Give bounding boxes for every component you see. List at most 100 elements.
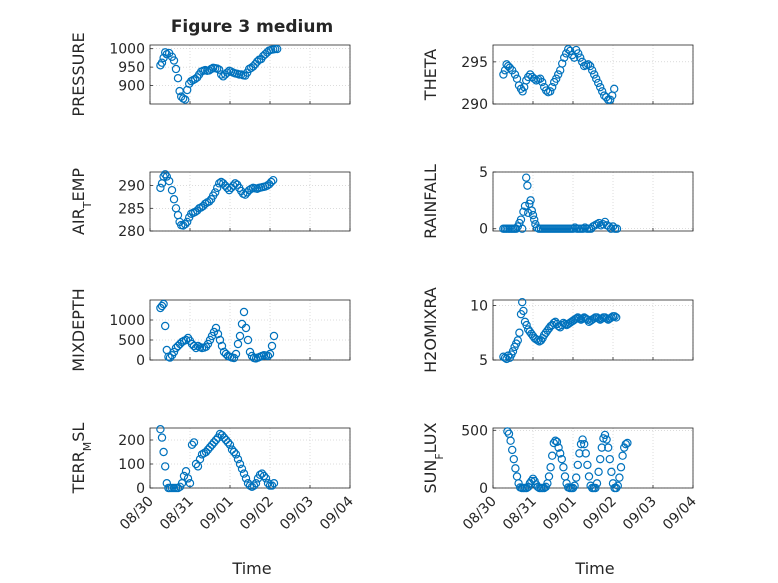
y-axis-label: MIXDEPTH (69, 288, 88, 371)
data-point (160, 170, 170, 179)
data-point (552, 74, 561, 83)
data-point (207, 331, 217, 341)
data-point (169, 347, 179, 357)
data-point (243, 335, 253, 345)
y-tick-label: 280 (118, 224, 145, 240)
x-tick-label: 08/31 (500, 494, 540, 534)
subplot-5: 5 10 H2OMIXRA (421, 287, 694, 373)
data-point (171, 64, 181, 74)
y-tick-label: 200 (118, 433, 145, 449)
right-xlabel: Time (574, 559, 614, 578)
x-tick-label: 08/31 (157, 494, 197, 534)
data-point (580, 439, 589, 449)
data-point (530, 74, 539, 83)
data-point (506, 436, 515, 445)
data-point (157, 301, 167, 311)
data-point (572, 473, 581, 482)
y-tick-label: 0 (479, 222, 488, 238)
data-point (556, 449, 565, 458)
data-point (499, 70, 508, 79)
data-point (187, 440, 197, 449)
data-point (606, 95, 615, 104)
axes-box (492, 171, 694, 232)
y-axis-label: TERRMSL (69, 423, 94, 495)
data-point (522, 173, 531, 182)
data-point (584, 472, 594, 481)
data-point (610, 84, 619, 94)
data-point (527, 206, 537, 215)
axes-box (492, 299, 694, 361)
axes-box (149, 299, 351, 361)
subplot-7: 08/30 08/31 09/01 09/02 09/03 09/04 0 500 SUNFLU… (421, 422, 700, 533)
data-point (191, 343, 201, 353)
data-point (570, 481, 579, 490)
data-point (165, 353, 175, 362)
data-point (526, 196, 535, 205)
data-point (594, 314, 603, 323)
data-point (518, 224, 527, 233)
data-point (259, 471, 269, 481)
data-point (584, 60, 593, 69)
data-point (519, 306, 528, 316)
data-point (267, 341, 277, 351)
data-point (235, 459, 245, 469)
data-point (169, 195, 179, 204)
data-point (602, 435, 611, 444)
x-tick-label: 08/30 (460, 494, 500, 534)
data-point (164, 176, 174, 186)
plot-area (150, 300, 350, 360)
y-tick-label: 5 (479, 353, 488, 369)
axes-box (149, 44, 351, 105)
data-point (508, 445, 517, 455)
data-point (605, 454, 615, 464)
data-point (181, 335, 191, 345)
data-point (213, 329, 223, 339)
data-point (204, 197, 214, 206)
data-point (612, 313, 621, 322)
data-point (162, 172, 171, 181)
data-point (548, 451, 557, 460)
data-point (598, 87, 607, 96)
data-point (233, 339, 243, 349)
data-point (229, 353, 239, 363)
data-point (216, 70, 226, 79)
data-point (594, 78, 603, 88)
data-point (263, 351, 273, 361)
data-point (523, 181, 532, 190)
data-point (588, 66, 597, 75)
data-point (528, 210, 538, 220)
subplot-0: 900 950 1000 PRESSURE (69, 32, 351, 117)
data-point (600, 430, 610, 440)
data-point (573, 460, 583, 470)
x-tick-label: 09/01 (197, 494, 237, 534)
x-tick-label: 09/03 (277, 494, 317, 534)
data-point (273, 44, 282, 54)
data-point (519, 207, 528, 216)
data-point (180, 219, 190, 229)
data-point (576, 53, 585, 62)
data-point (581, 449, 591, 458)
data-point (616, 463, 626, 472)
y-tick-label: 500 (461, 423, 488, 439)
axes-box (492, 44, 694, 105)
data-point (182, 217, 192, 227)
data-point (249, 481, 259, 490)
data-point (503, 427, 512, 436)
data-point (267, 177, 276, 187)
plot-area (493, 428, 693, 488)
data-point (538, 77, 547, 87)
data-point (608, 222, 618, 231)
data-point (209, 327, 219, 337)
data-point (159, 447, 168, 457)
data-point (596, 454, 605, 464)
data-point (559, 463, 568, 472)
data-point (591, 483, 600, 493)
y-tick-label: 295 (461, 55, 488, 71)
y-axis-label: THETA (421, 49, 440, 101)
data-point (518, 87, 527, 96)
data-point (157, 58, 167, 67)
data-point (233, 455, 243, 464)
y-tick-label: 100 (118, 457, 145, 473)
data-point (212, 183, 222, 193)
